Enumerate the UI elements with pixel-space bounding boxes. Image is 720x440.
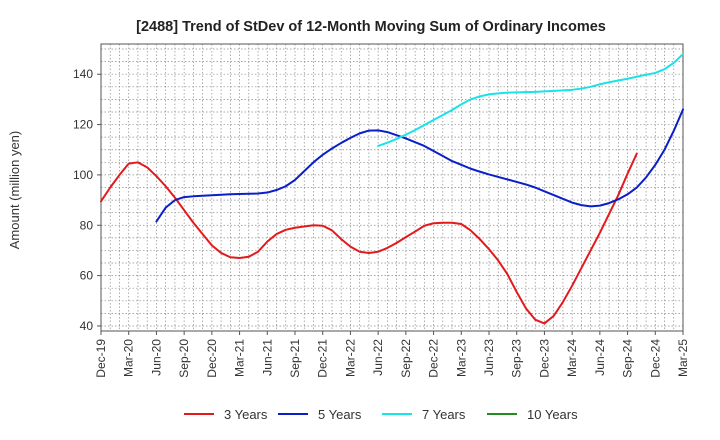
legend-label: 5 Years — [318, 407, 362, 422]
legend-label: 3 Years — [224, 407, 268, 422]
x-tick-label: Mar-22 — [343, 339, 357, 377]
x-tick-label: Sep-23 — [510, 339, 524, 378]
x-tick-label: Sep-21 — [288, 339, 302, 378]
x-tick-label: Mar-23 — [454, 339, 468, 377]
x-tick-label: Dec-24 — [648, 339, 662, 378]
series-line-5-years — [155, 108, 684, 223]
series-line-7-years — [377, 53, 684, 147]
plot-frame — [100, 43, 684, 332]
x-tick-label: Jun-21 — [260, 339, 274, 376]
x-tick-label: Dec-21 — [316, 339, 330, 378]
legend-label: 7 Years — [422, 407, 466, 422]
x-tick-label: Jun-24 — [593, 339, 607, 376]
y-tick-label: 80 — [80, 218, 94, 232]
y-tick-label: 40 — [80, 319, 94, 333]
x-axis: Dec-19 Mar-20 Jun-20 Sep-20 Dec-20 Mar-21 Jun-… — [94, 331, 690, 378]
x-tick-label: Mar-24 — [565, 339, 579, 377]
x-tick-label: Mar-25 — [676, 339, 690, 377]
x-tick-label: Mar-21 — [233, 339, 247, 377]
chart-title: [2488] Trend of StDev of 12-Month Moving… — [136, 19, 606, 35]
y-axis: 40 60 80 100 120 140 — [73, 67, 101, 333]
x-tick-label: Mar-20 — [122, 339, 136, 377]
x-tick-label: Sep-22 — [399, 339, 413, 378]
y-tick-label: 120 — [73, 118, 93, 132]
x-tick-label: Dec-19 — [94, 339, 108, 378]
y-axis-label: Amount (million yen) — [7, 131, 22, 250]
x-tick-label: Jun-20 — [149, 339, 163, 376]
y-tick-label: 60 — [80, 269, 94, 283]
x-tick-label: Dec-20 — [205, 339, 219, 378]
x-tick-label: Sep-20 — [177, 339, 191, 378]
legend-label: 10 Years — [527, 407, 578, 422]
series-line-3-years — [100, 152, 638, 325]
legend: 3 Years 5 Years 7 Years 10 Years — [184, 407, 578, 422]
x-tick-label: Dec-23 — [537, 339, 551, 378]
x-tick-label: Dec-22 — [427, 339, 441, 378]
grid — [101, 44, 683, 331]
y-tick-label: 100 — [73, 168, 93, 182]
x-tick-label: Sep-24 — [621, 339, 635, 378]
series-lines — [100, 53, 684, 325]
y-tick-label: 140 — [73, 67, 93, 81]
x-tick-label: Jun-23 — [482, 339, 496, 376]
x-tick-label: Jun-22 — [371, 339, 385, 376]
